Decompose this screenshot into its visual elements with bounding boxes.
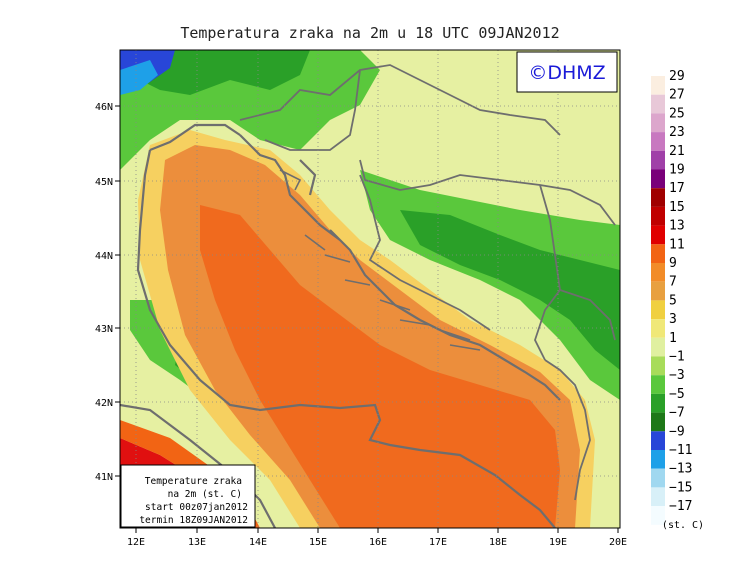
cold-region-north-dark [140, 50, 310, 95]
legend-label: −13 [669, 462, 692, 477]
legend-swatch [651, 169, 665, 189]
legend-swatch [651, 431, 665, 450]
legend-label: −1 [669, 350, 685, 365]
legend-swatch [651, 244, 665, 263]
legend-label: 5 [669, 293, 677, 308]
info-line-1: Temperature zraka [145, 476, 242, 487]
credit-box: ©DHMZ [516, 51, 618, 93]
temperature-field [120, 50, 620, 528]
legend-swatch [651, 319, 665, 338]
legend-label: 25 [669, 106, 685, 121]
x-tick-label: 14E [249, 537, 267, 548]
legend-swatch [651, 468, 665, 488]
info-line-4: termin 18Z09JAN2012 [139, 515, 248, 526]
legend-label: 11 [669, 237, 685, 252]
info-box: Temperature zraka na 2m (st. C) start 00… [120, 464, 256, 528]
legend-label: 19 [669, 163, 685, 178]
legend-swatch [651, 281, 665, 301]
legend-label: 15 [669, 200, 685, 215]
x-tick-label: 12E [127, 537, 145, 548]
legend-swatch [651, 132, 665, 151]
lat-lon-grid [120, 50, 620, 528]
legend-swatch [651, 188, 665, 207]
info-line-2: na 2m (st. C) [168, 489, 242, 500]
x-tick-label: 18E [489, 537, 507, 548]
legend-label: −9 [669, 424, 685, 439]
legend-label: −3 [669, 368, 685, 383]
legend-swatch [651, 94, 665, 114]
legend-label: −15 [669, 480, 692, 495]
color-legend: 29 27 25 23 21 19 17 15 13 11 9 7 5 3 1 −1 −3 −5 −7 −9 −11 −1… [651, 69, 692, 525]
info-line-3: start 00z07jan2012 [145, 502, 248, 513]
legend-label: 13 [669, 219, 685, 234]
legend-swatch [651, 225, 665, 245]
country-border-south [544, 359, 591, 501]
x-tick-label: 13E [188, 537, 206, 548]
map-title: Temperatura zraka na 2m u 18 UTC 09JAN20… [180, 24, 560, 42]
legend-swatch [651, 206, 665, 226]
legend-swatch [651, 393, 665, 413]
legend-swatch [651, 450, 665, 469]
plot-frame [119, 49, 621, 529]
legend-swatch [651, 487, 665, 507]
legend-swatch [651, 412, 665, 432]
legend-swatch [651, 506, 665, 525]
legend-label: −11 [669, 443, 692, 458]
legend-swatch [651, 337, 665, 357]
x-tick-label: 15E [309, 537, 327, 548]
cold-region-east-dark [400, 210, 620, 370]
x-axis: 12E 13E 14E 15E 16E 17E 18E 19E 20E [127, 528, 627, 548]
x-tick-label: 17E [429, 537, 447, 548]
credit-text: ©DHMZ [528, 62, 605, 84]
y-tick-label: 46N [95, 102, 113, 113]
legend-swatch [651, 263, 665, 282]
coastline-italy-north [120, 403, 276, 528]
legend-label: 29 [669, 69, 685, 84]
coastline-croatia [239, 134, 561, 401]
legend-swatch [651, 76, 665, 95]
legend-label: 17 [669, 181, 685, 196]
country-border-bosnia [359, 159, 616, 361]
legend-unit: (st. C) [662, 520, 704, 531]
legend-label: 1 [669, 331, 677, 346]
legend-label: −5 [669, 387, 685, 402]
y-tick-label: 43N [95, 324, 113, 335]
x-tick-label: 16E [369, 537, 387, 548]
legend-label: 9 [669, 256, 677, 271]
y-axis: 46N 45N 44N 43N 42N 41N [95, 102, 120, 483]
legend-label: 7 [669, 275, 677, 290]
y-tick-label: 42N [95, 398, 113, 409]
y-tick-label: 44N [95, 251, 113, 262]
adriatic-sea-core [200, 205, 560, 528]
legend-swatch [651, 150, 665, 170]
legend-label: −17 [669, 499, 692, 514]
legend-label: 21 [669, 144, 685, 159]
warm-region-southwest-orange [120, 420, 260, 528]
cold-region-alps-lightblue [120, 60, 158, 95]
legend-swatch [651, 113, 665, 133]
coastline-italy [136, 123, 556, 528]
country-border-north [239, 64, 561, 151]
legend-label: 23 [669, 125, 685, 140]
island-outlines [279, 169, 481, 351]
y-tick-label: 41N [95, 472, 113, 483]
legend-swatch [651, 356, 665, 376]
legend-swatch [651, 300, 665, 320]
legend-label: 3 [669, 312, 677, 327]
legend-label: 27 [669, 88, 685, 103]
y-tick-label: 45N [95, 177, 113, 188]
x-tick-label: 19E [549, 537, 567, 548]
x-tick-label: 20E [609, 537, 627, 548]
legend-swatch [651, 375, 665, 394]
legend-label: −7 [669, 406, 685, 421]
